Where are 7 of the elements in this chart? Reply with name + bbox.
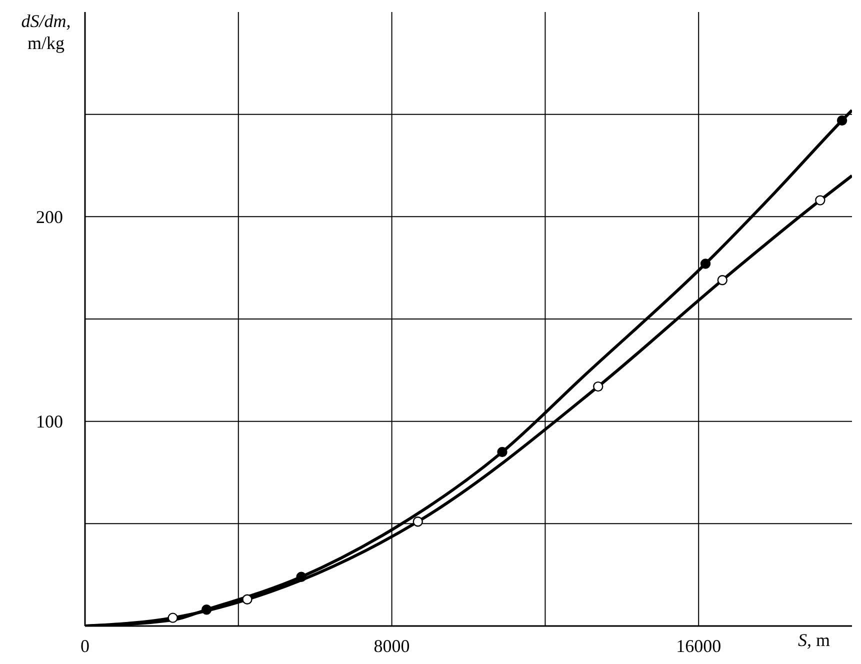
y-axis-title: dS/dm, m/kg <box>20 10 72 54</box>
x-axis-title: S, m <box>798 630 830 651</box>
y-tick-label: 100 <box>36 412 63 432</box>
x-tick-label: 8000 <box>374 636 410 656</box>
y-tick-label: 200 <box>36 207 63 228</box>
x-tick-label: 0 <box>80 636 90 656</box>
x-tick-label: 16000 <box>676 636 722 656</box>
